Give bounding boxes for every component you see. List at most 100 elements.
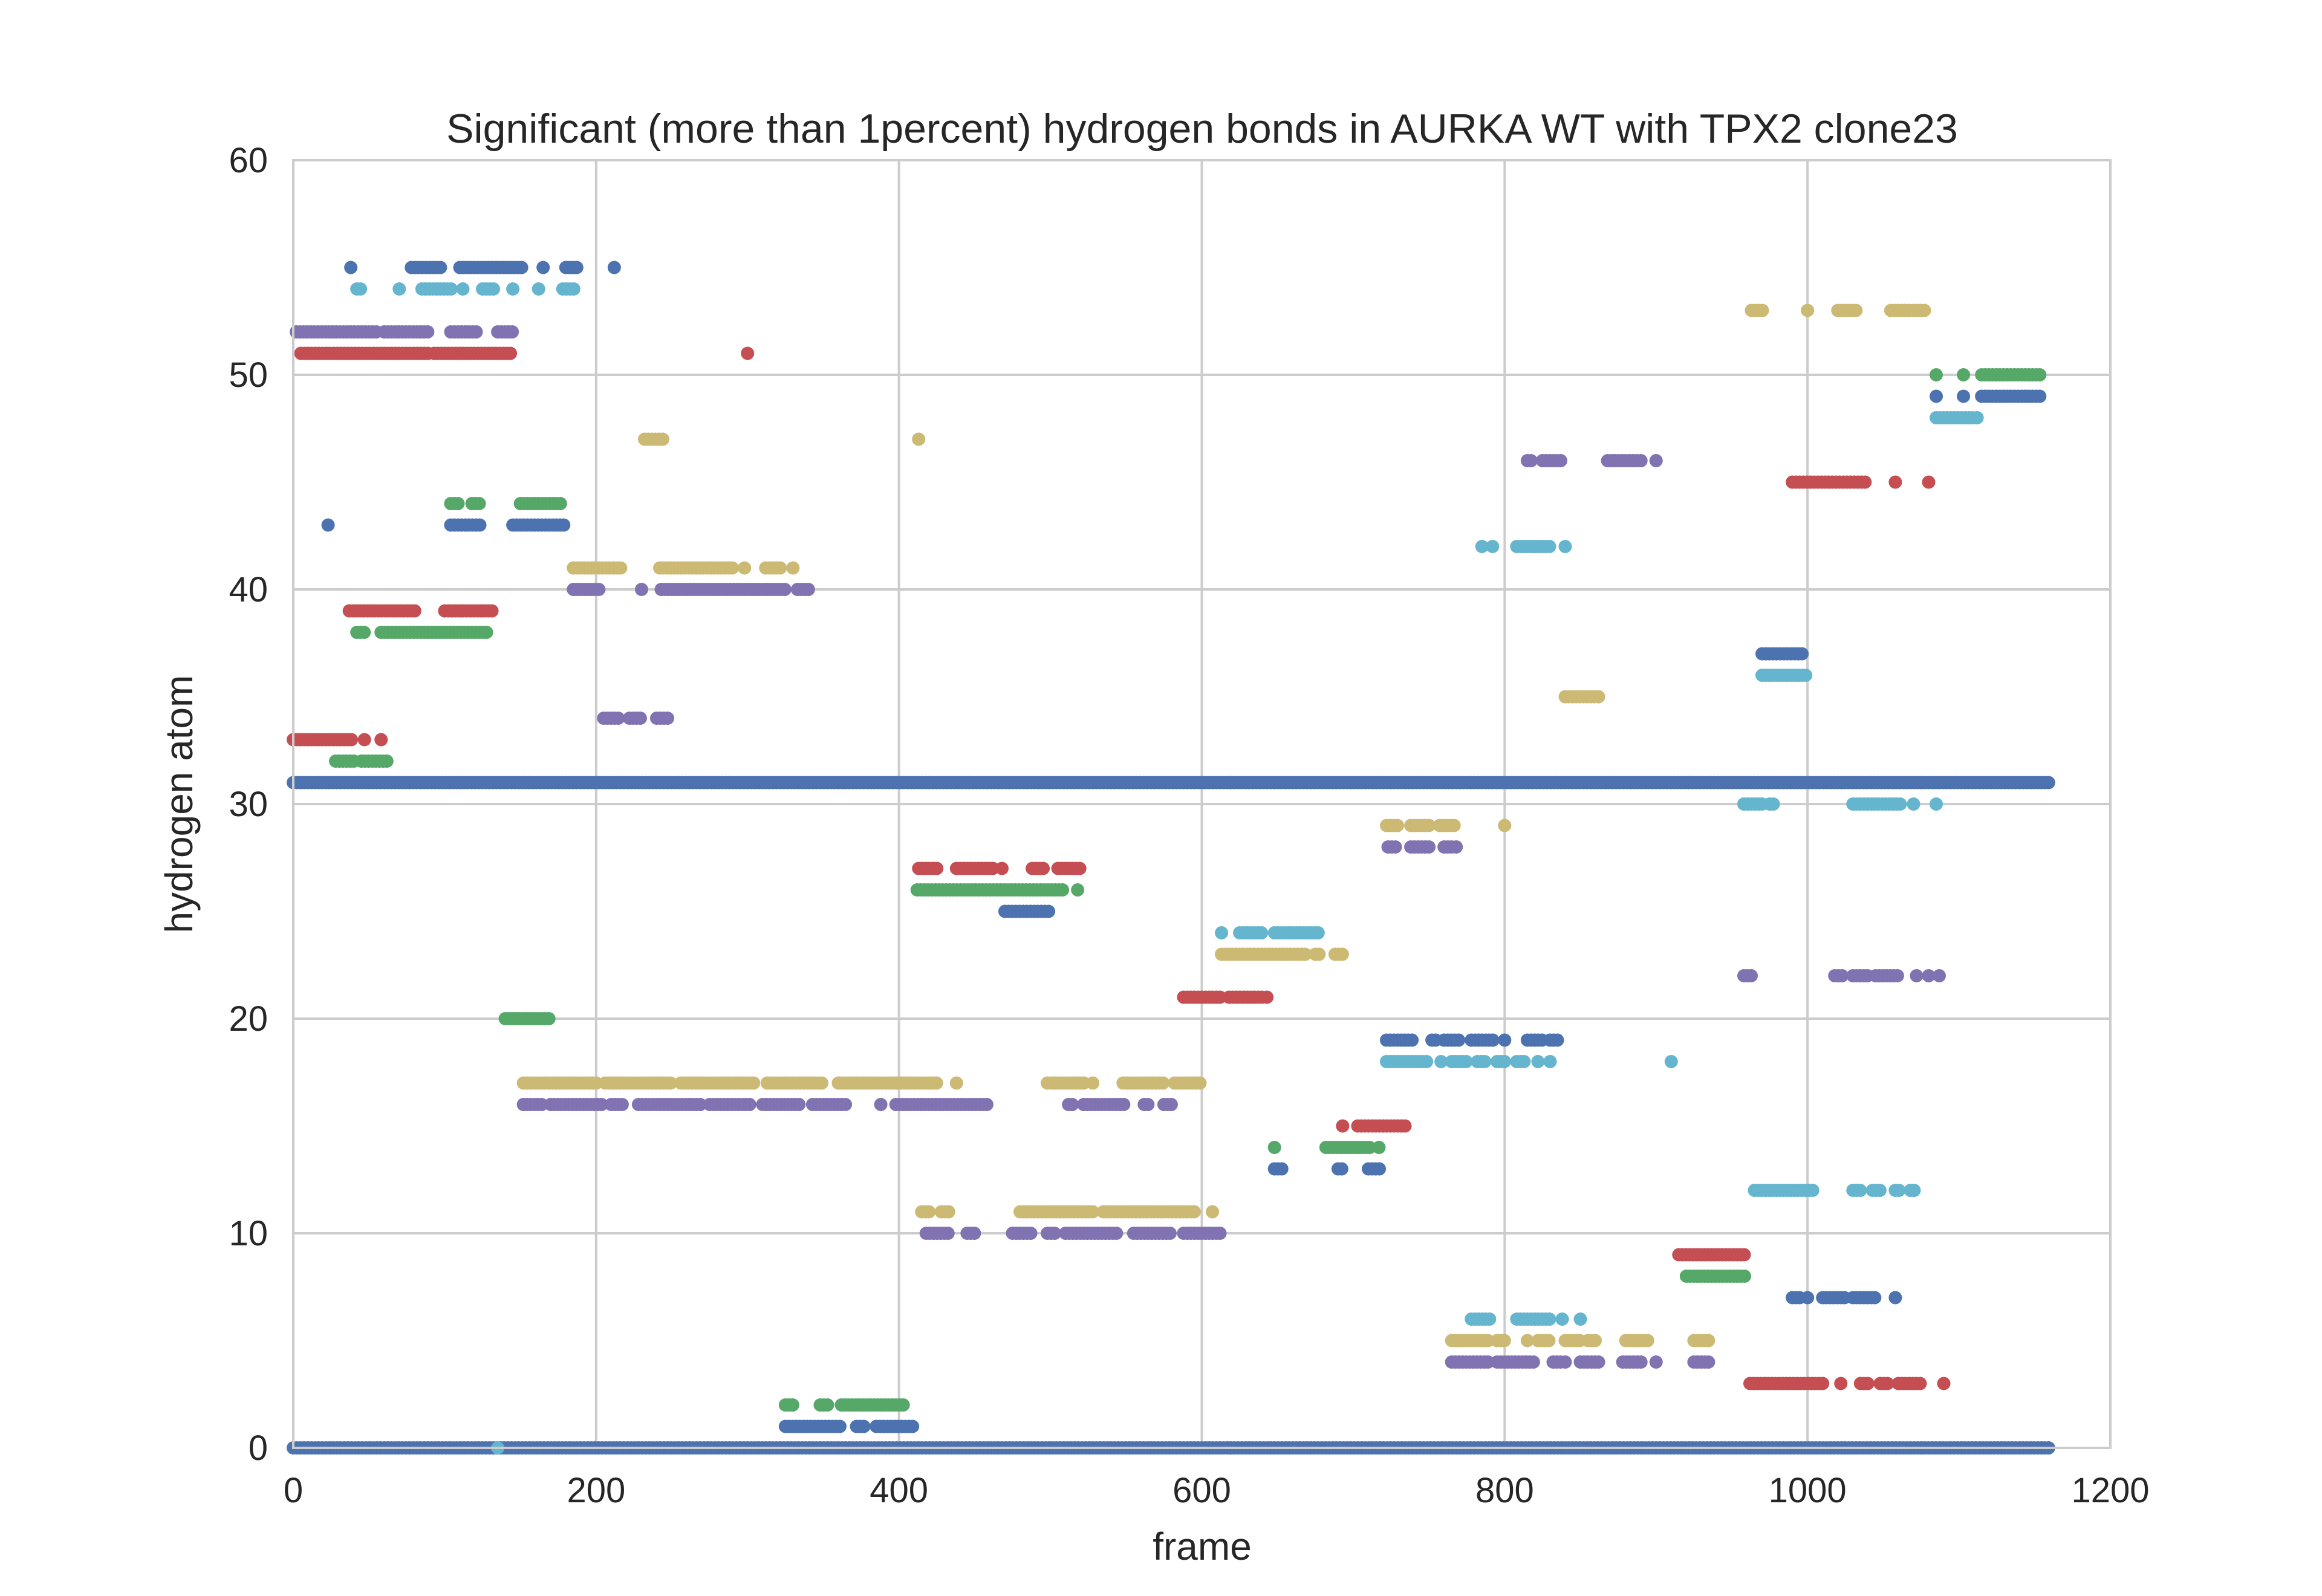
data-point xyxy=(839,1098,853,1111)
data-point xyxy=(1117,1098,1131,1111)
data-point xyxy=(1163,1227,1177,1240)
data-point xyxy=(1405,1033,1419,1047)
data-point xyxy=(1497,1334,1511,1348)
data-point xyxy=(472,497,486,510)
x-tick-label: 1200 xyxy=(2071,1471,2149,1510)
x-tick-label: 400 xyxy=(870,1471,928,1510)
data-point xyxy=(1036,861,1050,875)
data-point xyxy=(1486,540,1500,553)
data-point xyxy=(2033,389,2047,403)
x-tick-labels: 0 200 400 600 800 1000 1200 xyxy=(284,1471,2150,1510)
data-point xyxy=(1766,797,1780,811)
data-point xyxy=(1913,1377,1927,1390)
data-point xyxy=(656,432,670,446)
data-point xyxy=(1071,883,1085,897)
data-point xyxy=(1498,1033,1512,1047)
chart-title: Significant (more than 1percent) hydroge… xyxy=(446,106,1958,152)
data-point xyxy=(906,1419,920,1433)
data-point xyxy=(506,282,520,296)
data-point xyxy=(1422,840,1436,854)
data-point xyxy=(1737,1248,1751,1262)
data-point xyxy=(1206,1205,1220,1219)
data-point xyxy=(1520,1334,1534,1348)
data-point xyxy=(557,518,571,532)
data-point xyxy=(857,1419,871,1433)
data-point xyxy=(1312,947,1326,961)
data-point xyxy=(1858,475,1872,489)
data-point xyxy=(1391,819,1405,832)
data-point xyxy=(1335,947,1349,961)
data-point xyxy=(1795,647,1809,661)
data-point xyxy=(1447,819,1461,832)
data-point xyxy=(1907,797,1920,811)
data-point xyxy=(1573,1312,1587,1326)
data-point xyxy=(741,346,755,360)
y-tick-label: 50 xyxy=(229,355,268,395)
data-point xyxy=(1553,454,1567,467)
data-point xyxy=(1422,819,1436,832)
data-point xyxy=(392,282,406,296)
data-point xyxy=(941,1227,955,1240)
x-tick-label: 600 xyxy=(1172,1471,1231,1510)
data-point xyxy=(321,518,335,532)
x-axis-title: frame xyxy=(1153,1525,1252,1568)
data-point xyxy=(801,583,815,596)
data-point xyxy=(485,604,499,618)
plot-frame xyxy=(292,159,2112,1449)
data-point xyxy=(1497,1055,1511,1068)
data-point xyxy=(469,325,483,339)
y-axis-title: hydrogen atom xyxy=(157,675,201,933)
data-point xyxy=(980,1098,994,1111)
data-point xyxy=(345,733,359,747)
data-point xyxy=(1558,540,1572,553)
data-point xyxy=(785,1398,799,1412)
data-point xyxy=(1517,1055,1531,1068)
data-point xyxy=(922,1205,936,1219)
data-point xyxy=(1806,1184,1820,1197)
x-tick-label: 800 xyxy=(1475,1471,1534,1510)
data-point xyxy=(1910,969,1924,982)
data-point xyxy=(1478,1055,1492,1068)
data-point xyxy=(1388,840,1402,854)
data-point xyxy=(451,497,465,510)
data-point xyxy=(778,583,792,596)
data-point xyxy=(1755,303,1769,317)
data-point xyxy=(542,1012,556,1025)
data-point xyxy=(2033,368,2047,381)
data-point xyxy=(743,1098,756,1111)
data-point xyxy=(1558,1355,1572,1369)
data-point xyxy=(473,518,487,532)
data-point xyxy=(1298,947,1312,961)
data-point xyxy=(1745,969,1758,982)
data-point xyxy=(821,1398,834,1412)
data-point xyxy=(1215,926,1229,939)
data-point xyxy=(1937,1377,1951,1390)
data-point xyxy=(1531,1055,1545,1068)
data-point xyxy=(615,1098,629,1111)
data-point xyxy=(1888,475,1902,489)
data-point xyxy=(1452,1033,1466,1047)
data-point xyxy=(1555,1312,1569,1326)
data-point xyxy=(1801,1291,1815,1305)
data-point xyxy=(1641,1334,1654,1348)
data-point xyxy=(1024,1227,1038,1240)
data-points xyxy=(287,261,2055,1455)
data-point xyxy=(1335,1162,1348,1176)
data-point xyxy=(456,282,470,296)
data-point xyxy=(1649,1355,1663,1369)
data-point xyxy=(1141,1098,1155,1111)
data-point xyxy=(570,261,584,274)
data-point xyxy=(354,282,368,296)
data-point xyxy=(1065,1098,1079,1111)
data-point xyxy=(726,561,740,575)
data-point xyxy=(1526,1355,1540,1369)
y-tick-labels: 0 10 20 30 40 50 60 xyxy=(229,141,268,1468)
data-point xyxy=(1592,1355,1605,1369)
x-tick-label: 200 xyxy=(567,1471,625,1510)
data-point xyxy=(1187,1205,1201,1219)
data-point xyxy=(1664,1055,1678,1068)
data-point xyxy=(1156,1076,1170,1090)
data-point xyxy=(1086,1076,1100,1090)
data-point xyxy=(344,261,358,274)
